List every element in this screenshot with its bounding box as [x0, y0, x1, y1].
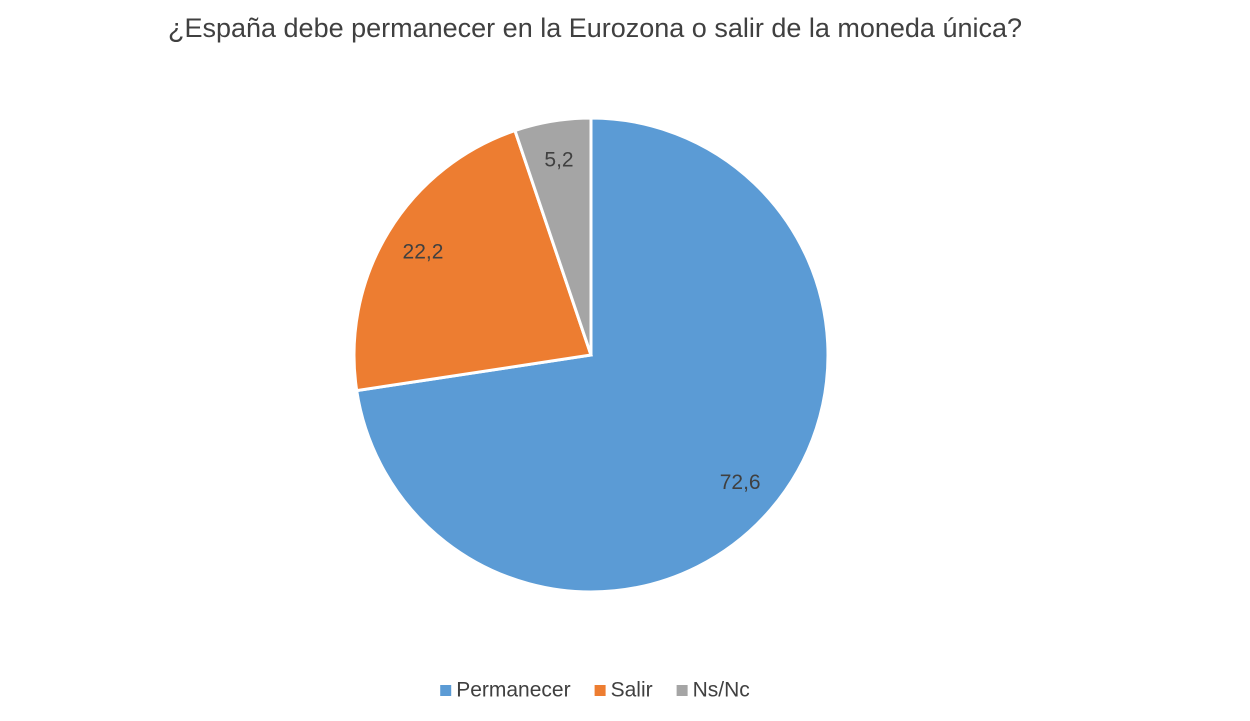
- legend-marker: [676, 685, 688, 696]
- pie-slice: [352, 128, 593, 393]
- legend-label: Ns/Nc: [693, 679, 750, 702]
- legend-label: Permanecer: [456, 679, 570, 702]
- data-label: 72,6: [720, 471, 761, 494]
- chart-title: ¿España debe permanecer en la Eurozona o…: [168, 13, 1022, 43]
- legend-marker: [440, 685, 452, 696]
- legend-label: Salir: [611, 679, 653, 702]
- legend: Permanecer Salir Ns/Nc: [440, 679, 750, 702]
- legend-marker: [594, 685, 606, 696]
- data-label: 5,2: [544, 148, 573, 171]
- pie-slice: [513, 116, 593, 356]
- data-label: 22,2: [403, 240, 444, 263]
